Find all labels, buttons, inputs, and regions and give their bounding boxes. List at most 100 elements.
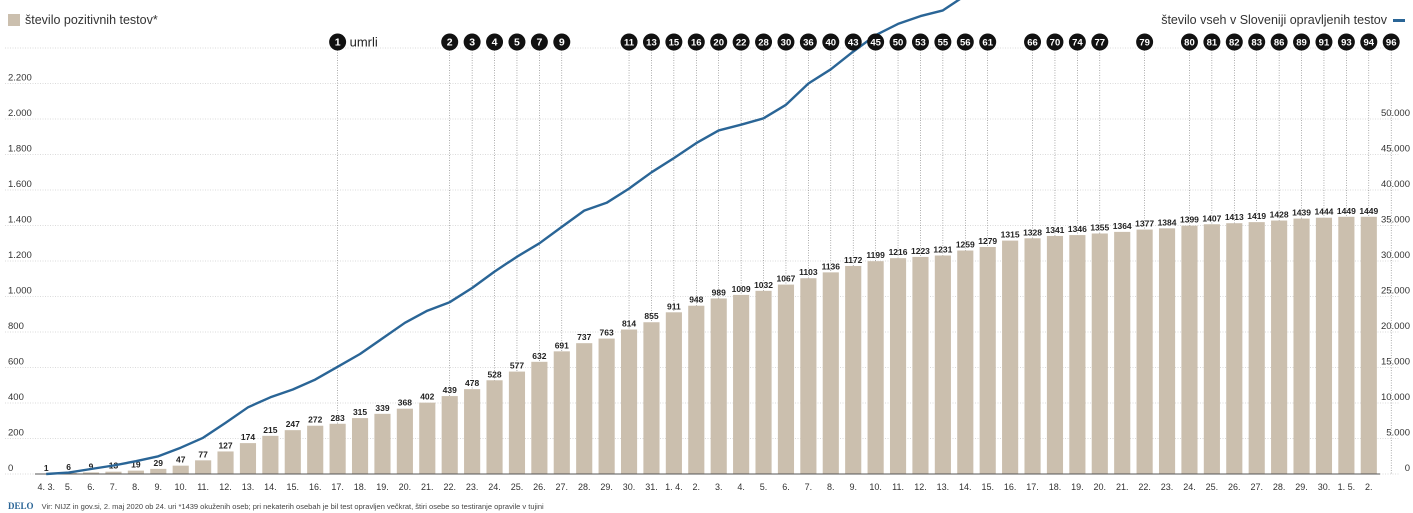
left-axis-tick: 1.600 [8, 179, 32, 190]
bar-value-label: 9 [89, 461, 94, 471]
right-axis-tick: 0 [1405, 463, 1410, 474]
death-count-label: 77 [1095, 38, 1106, 49]
bar [845, 265, 862, 474]
bar [1203, 224, 1220, 474]
bar-value-label: 478 [465, 378, 479, 388]
x-axis-tick: 18. [1049, 482, 1062, 492]
bar [1293, 218, 1310, 474]
death-count-label: 36 [803, 38, 814, 49]
death-count-label: 15 [669, 38, 680, 49]
death-count-badge [553, 33, 571, 51]
bar-value-label: 1419 [1247, 211, 1266, 221]
bar-value-label: 528 [487, 369, 501, 379]
bar [396, 408, 413, 474]
bar-value-label: 439 [443, 385, 457, 395]
x-axis-tick: 18. [354, 482, 367, 492]
legend-total-label: število vseh v Sloveniji opravljenih tes… [1161, 13, 1387, 27]
death-count-badge [1315, 33, 1333, 51]
death-count-label: 22 [736, 38, 747, 49]
death-count-label: 4 [492, 37, 498, 49]
death-count-badge [1248, 33, 1266, 51]
bar-value-label: 339 [375, 403, 389, 413]
x-axis-tick: 19. [1071, 482, 1084, 492]
death-count-label: 79 [1139, 38, 1150, 49]
death-count-label: 5 [514, 37, 520, 49]
bar-value-label: 6 [66, 462, 71, 472]
x-axis-tick: 25. [1206, 482, 1219, 492]
death-count-badge [1293, 33, 1311, 51]
legend-positive-label: število pozitivnih testov* [25, 13, 158, 27]
bar [284, 430, 301, 474]
right-axis-tick: 40.000 [1381, 179, 1410, 190]
total-tests-line [46, 0, 961, 476]
bar [665, 312, 682, 474]
bar [1114, 231, 1131, 474]
x-axis-tick: 23. [1161, 482, 1174, 492]
right-axis-tick: 35.000 [1381, 215, 1410, 226]
bar [912, 256, 929, 474]
bar [643, 322, 660, 474]
right-axis-tick: 30.000 [1381, 250, 1410, 261]
death-count-badge [799, 33, 817, 51]
x-axis-tick: 26. [533, 482, 546, 492]
bar-value-label: 577 [510, 361, 524, 371]
left-axis-tick: 0 [8, 463, 13, 474]
bar-value-label: 283 [331, 413, 345, 423]
bar-value-label: 402 [420, 392, 434, 402]
deaths-label: umrli [350, 35, 378, 50]
right-axis-tick: 20.000 [1381, 321, 1410, 332]
x-axis-tick: 7. [110, 482, 118, 492]
death-count-badge [1091, 33, 1109, 51]
x-axis-tick: 8. [827, 482, 835, 492]
bar [1181, 225, 1198, 474]
death-count-badge [844, 33, 862, 51]
bar [217, 451, 234, 474]
x-axis-tick: 9. [155, 482, 163, 492]
death-count-badge [1270, 33, 1288, 51]
bar [1158, 228, 1176, 474]
bar-value-label: 1216 [889, 247, 908, 257]
bar-value-label: 1384 [1158, 217, 1177, 227]
death-count-label: 96 [1386, 38, 1397, 49]
death-count-label: 56 [960, 38, 971, 49]
bar [262, 435, 279, 474]
legend-positive-tests: število pozitivnih testov* [8, 13, 158, 27]
x-axis-tick: 25. [511, 482, 524, 492]
bar-value-label: 215 [263, 425, 277, 435]
x-axis-tick: 30. [1318, 482, 1331, 492]
bar-value-label: 1032 [754, 280, 773, 290]
death-count-label: 40 [826, 38, 837, 49]
x-axis-tick: 17. [331, 482, 344, 492]
x-axis-tick: 20. [399, 482, 412, 492]
death-count-badge [1068, 33, 1086, 51]
left-axis-tick: 1.400 [8, 215, 32, 226]
bar [419, 402, 436, 474]
bar [1091, 233, 1108, 474]
x-axis-tick: 20. [1094, 482, 1107, 492]
death-count-label: 83 [1251, 38, 1262, 49]
death-count-label: 74 [1072, 38, 1083, 49]
death-count-label: 28 [758, 38, 769, 49]
death-count-label: 89 [1296, 38, 1307, 49]
bar-value-label: 1231 [933, 244, 952, 254]
bar [195, 460, 212, 474]
bar [1136, 229, 1153, 474]
bar-value-label: 1067 [776, 274, 795, 284]
x-axis-tick: 5. [760, 482, 768, 492]
left-axis-tick: 1.200 [8, 250, 32, 261]
bar-value-label: 1449 [1337, 206, 1356, 216]
bar-value-label: 1279 [978, 236, 997, 246]
x-axis-tick: 14. [959, 482, 972, 492]
death-count-badge [732, 33, 750, 51]
death-count-badge [1360, 33, 1378, 51]
death-count-label: 11 [624, 38, 635, 49]
bar-value-label: 948 [689, 295, 703, 305]
x-axis-tick: 29. [1295, 482, 1308, 492]
left-axis-tick: 600 [8, 357, 24, 368]
x-axis-tick: 1. 5. [1338, 482, 1356, 492]
death-count-label: 30 [781, 38, 792, 49]
left-axis-tick: 800 [8, 321, 24, 332]
bar-value-label: 1315 [1001, 230, 1020, 240]
death-count-badge [1382, 33, 1400, 51]
bar-value-label: 1259 [956, 240, 975, 250]
